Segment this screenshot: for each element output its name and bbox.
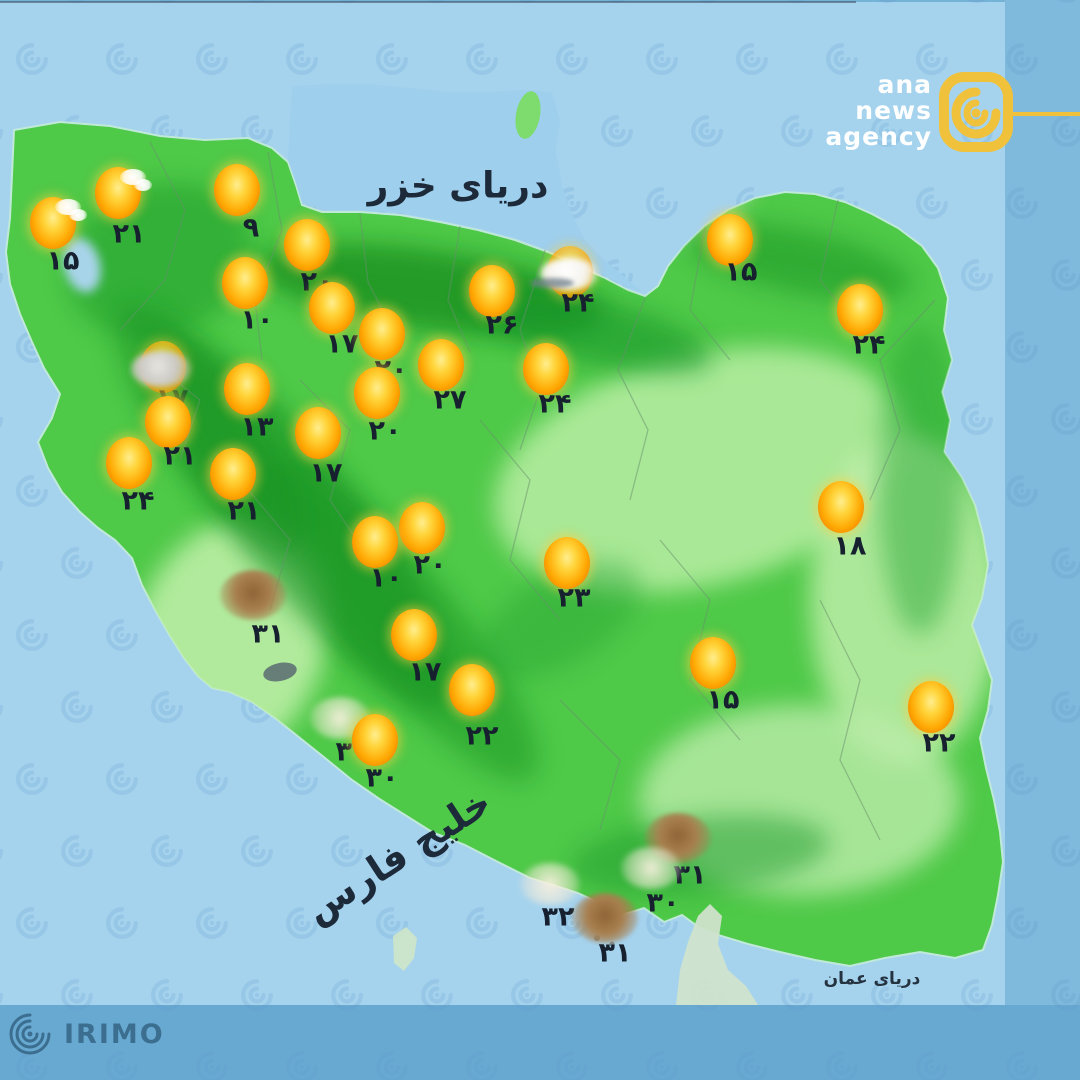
sun-icon xyxy=(214,164,260,216)
lake-urmia xyxy=(63,237,101,293)
dust-storm-icon xyxy=(220,570,286,620)
temperature-label: ۱۳ xyxy=(240,411,274,443)
gray-cloud-icon xyxy=(131,351,191,387)
caspian-sea xyxy=(288,84,642,292)
sun-icon xyxy=(284,219,330,271)
sun-icon xyxy=(309,282,355,334)
temperature-label: ۳۰ xyxy=(365,762,399,794)
faded-cloud-icon xyxy=(621,847,681,889)
temperature-label: ۲۱ xyxy=(227,495,261,527)
temperature-label: ۲۰ xyxy=(413,549,447,581)
temperature-label: ۲۲ xyxy=(922,727,956,759)
temperature-label: ۱۷ xyxy=(309,457,343,489)
temperature-label: ۳۰ xyxy=(646,887,680,919)
sun-icon xyxy=(544,537,590,589)
ana-logo-icon xyxy=(939,72,1013,152)
musandam-peninsula xyxy=(676,904,758,1005)
small-cloud-icon xyxy=(69,209,87,221)
temperature-label: ۱۰ xyxy=(240,304,274,336)
temperature-label: ۲۲ xyxy=(465,720,499,752)
sun-icon xyxy=(391,609,437,661)
ana-news-agency-wordmark: ana news agency xyxy=(825,72,932,150)
temperature-label: ۱۷ xyxy=(408,656,442,688)
sun-icon xyxy=(690,637,736,689)
sun-icon xyxy=(399,502,445,554)
agency-line-3: agency xyxy=(825,122,932,151)
temperature-label: ۲۱ xyxy=(112,218,146,250)
sun-icon xyxy=(352,714,398,766)
temperature-label: ۳۱ xyxy=(251,618,285,650)
temperature-label: ۲۶ xyxy=(485,309,519,341)
faded-cloud-icon xyxy=(520,863,580,905)
dust-storm-icon xyxy=(572,893,638,943)
sun-icon xyxy=(469,265,515,317)
oman-sea-label: دریای عمان xyxy=(823,969,921,989)
sun-icon xyxy=(224,363,270,415)
caspian-sea-label: دریای خزر xyxy=(367,165,549,207)
sun-icon xyxy=(210,448,256,500)
temperature-label: ۱۵ xyxy=(724,256,758,288)
sun-icon xyxy=(222,257,268,309)
sun-icon xyxy=(449,664,495,716)
outer-background-right xyxy=(1005,0,1080,1080)
temperature-label: ۲۴ xyxy=(852,329,886,361)
temperature-label: ۲۴ xyxy=(538,388,572,420)
temperature-label: ۳۱ xyxy=(598,937,632,969)
temperature-label: ۲۷ xyxy=(433,384,467,416)
irimo-label: IRIMO xyxy=(64,1018,165,1050)
map-top-border xyxy=(0,1,856,3)
outer-background-bottom xyxy=(0,1005,1080,1080)
small-cloud-icon xyxy=(134,179,152,191)
small-lake xyxy=(263,662,297,682)
temperature-label: ۲۳ xyxy=(557,582,591,614)
miankaleh-island xyxy=(515,91,541,139)
agency-line-1: ana xyxy=(877,70,932,99)
sun-icon xyxy=(106,437,152,489)
sun-icon xyxy=(145,396,191,448)
temperature-label: ۱۵ xyxy=(706,684,740,716)
temperature-label: ۱۸ xyxy=(833,530,867,562)
sun-icon xyxy=(295,407,341,459)
sun-icon xyxy=(354,367,400,419)
temperature-label: ۲۱ xyxy=(163,440,197,472)
ana-logo-accent-line xyxy=(1012,112,1080,116)
sun-icon xyxy=(837,284,883,336)
temperature-label: ۲۰ xyxy=(368,415,402,447)
temperature-label: ۱۷ xyxy=(325,328,359,360)
sun-icon xyxy=(523,343,569,395)
irimo-logo: IRIMO xyxy=(6,1004,226,1064)
qatar-peninsula xyxy=(393,927,417,971)
temperature-label: ۲۴ xyxy=(121,485,155,517)
sun-icon xyxy=(359,308,405,360)
irimo-logo-icon xyxy=(9,1013,51,1055)
temperature-label: ۲۴ xyxy=(561,287,595,319)
sun-icon xyxy=(352,516,398,568)
temperature-label: ۱۵ xyxy=(46,245,80,277)
temperature-label: ۳۲ xyxy=(541,901,575,933)
temperature-label: ۹ xyxy=(242,212,260,244)
agency-line-2: news xyxy=(855,96,932,125)
sun-icon xyxy=(707,214,753,266)
sun-icon xyxy=(908,681,954,733)
ana-news-agency-logo: ana news agency xyxy=(825,66,1080,166)
sun-icon xyxy=(418,339,464,391)
temperature-label: ۱۰ xyxy=(369,562,403,594)
sun-icon xyxy=(818,481,864,533)
cloud-base-icon xyxy=(530,278,574,288)
